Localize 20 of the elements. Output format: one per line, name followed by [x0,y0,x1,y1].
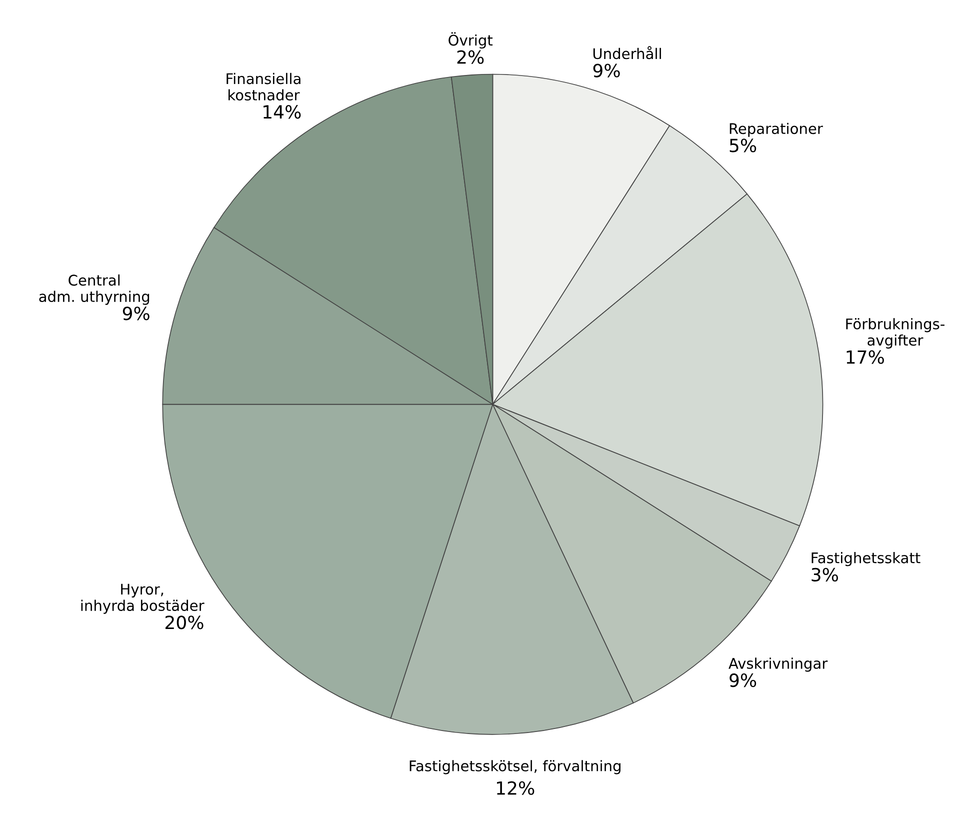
slice-label: Central adm. uthyrning [39,274,150,305]
data-label: 2% [457,50,484,64]
data-label: 12% [497,781,534,795]
slice-label: Finansiella kostnader [226,72,300,101]
data-label: 20% [166,616,204,630]
data-label: 17% [846,350,884,364]
slice-label: Övrigt [448,32,493,49]
slice-label: Fastighetsskötsel, förvaltning [410,760,620,774]
slice-label: Reparationer [730,122,823,137]
slice-label: Underhåll [593,46,661,60]
data-label: 9% [122,306,150,320]
data-label: 9% [593,64,620,78]
slice-label: Hyror, inhyrda bostäder [81,584,204,614]
slice-label: Förbruknings- avgifter [846,318,944,349]
data-label: 3% [812,568,838,582]
data-label: 5% [730,138,756,152]
slice-label: Fastighetsskatt [812,552,920,566]
data-label: 9% [730,673,756,688]
data-label: 14% [264,105,301,119]
slice-label: Avskrivningar [728,658,828,672]
